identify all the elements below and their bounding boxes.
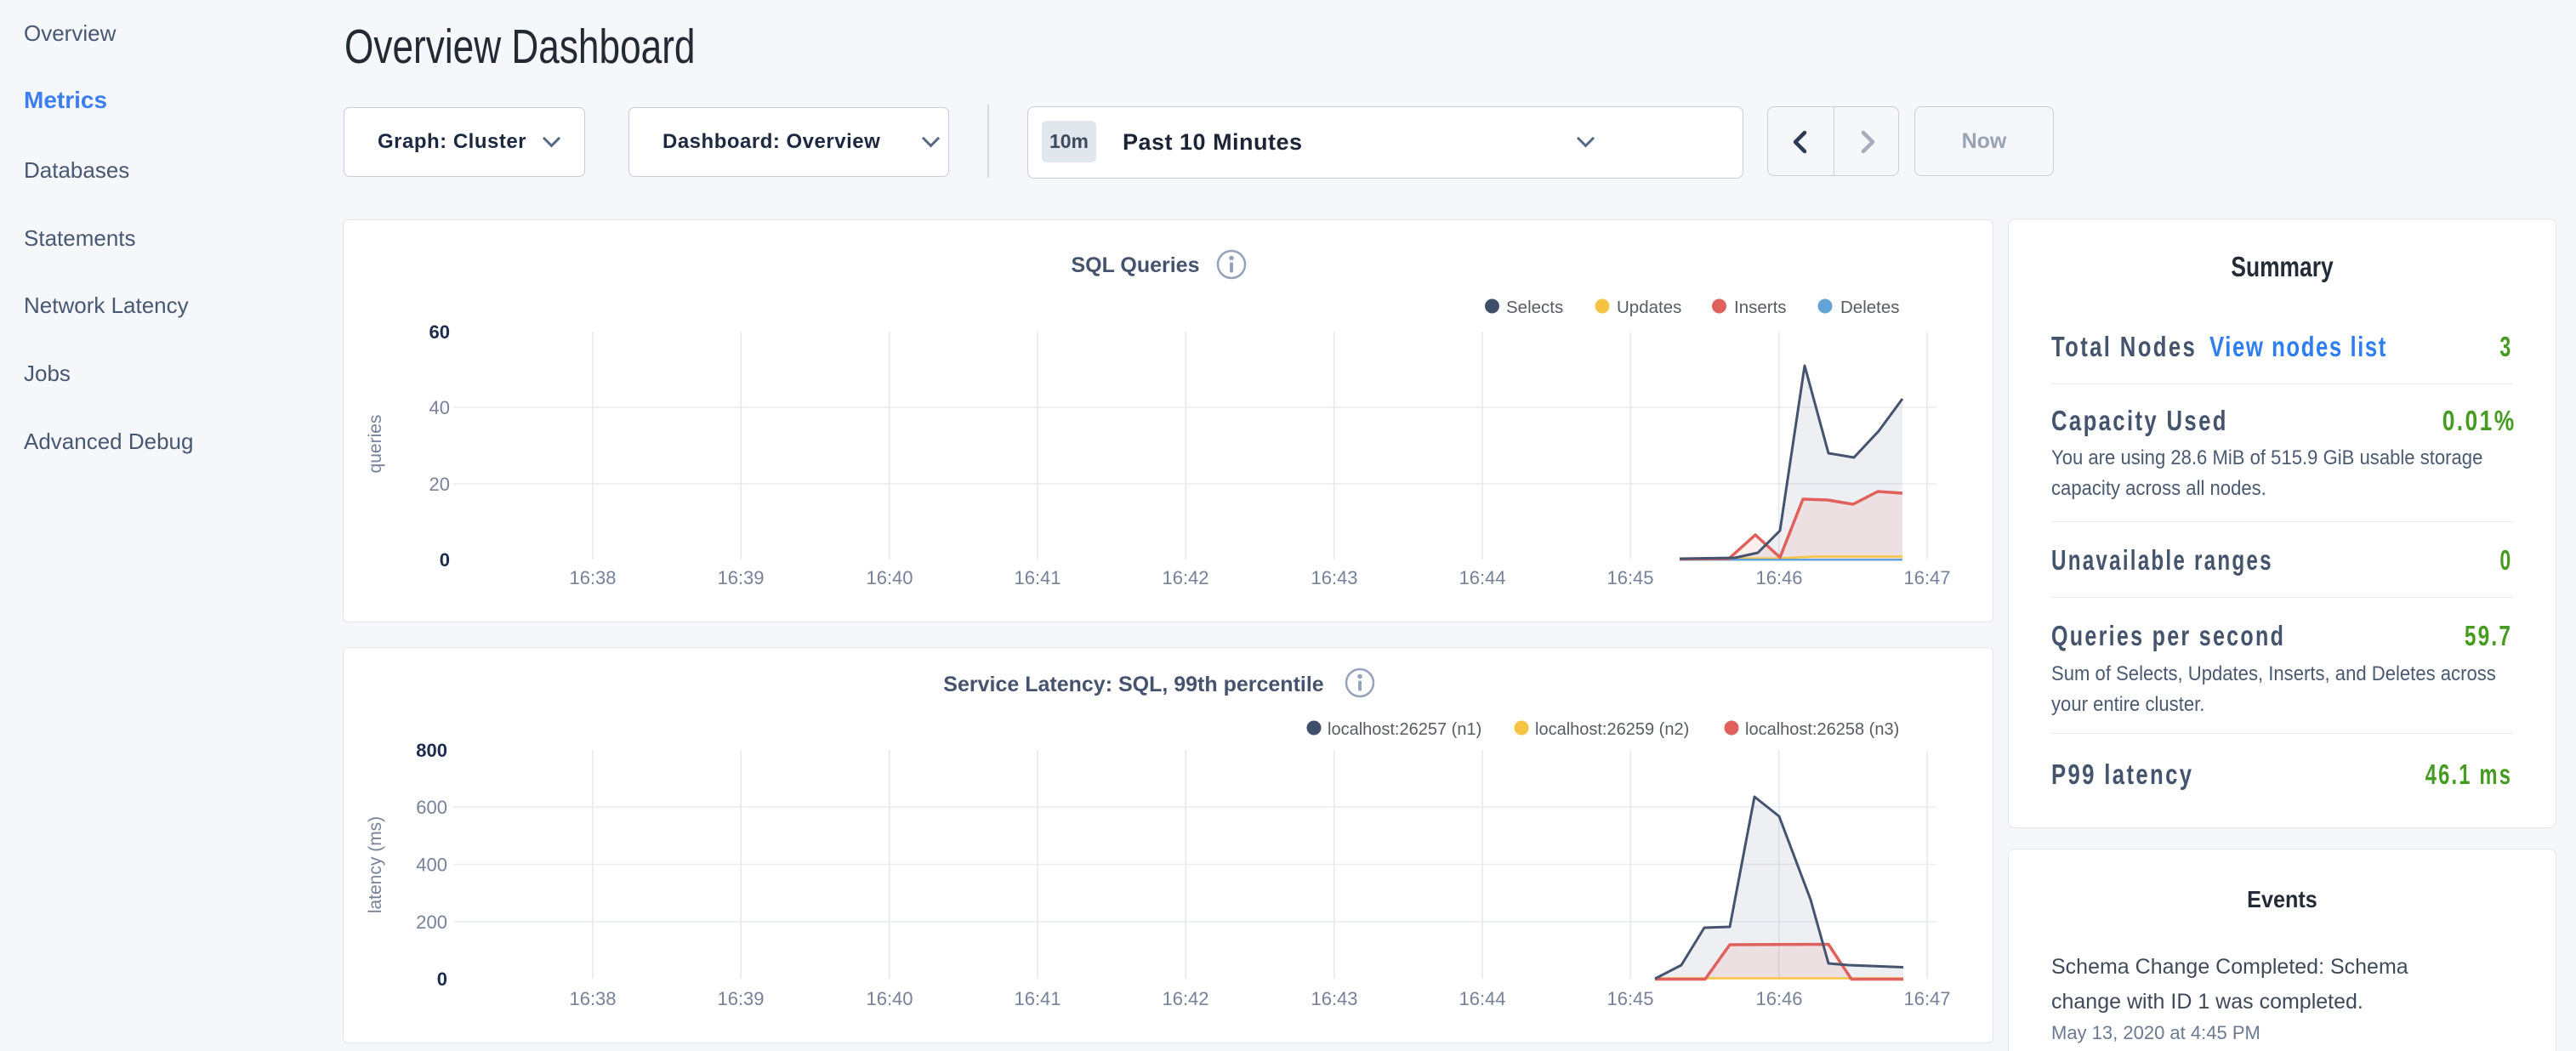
svg-text:16:43: 16:43 xyxy=(1311,567,1357,588)
svg-text:16:38: 16:38 xyxy=(569,988,616,1009)
svg-text:16:42: 16:42 xyxy=(1162,567,1208,588)
svg-text:16:43: 16:43 xyxy=(1311,988,1357,1009)
svg-text:queries: queries xyxy=(366,415,385,474)
svg-text:Selects: Selects xyxy=(1506,298,1563,317)
svg-text:16:40: 16:40 xyxy=(866,567,913,588)
svg-text:SQL Queries: SQL Queries xyxy=(1072,253,1200,277)
svg-text:0: 0 xyxy=(437,969,447,990)
svg-text:16:39: 16:39 xyxy=(717,988,764,1009)
svg-text:16:42: 16:42 xyxy=(1162,988,1208,1009)
svg-text:latency (ms): latency (ms) xyxy=(366,816,385,913)
svg-text:Inserts: Inserts xyxy=(1734,298,1787,317)
svg-text:16:45: 16:45 xyxy=(1606,567,1653,588)
svg-text:16:46: 16:46 xyxy=(1755,567,1802,588)
svg-text:16:40: 16:40 xyxy=(866,988,913,1009)
svg-text:16:41: 16:41 xyxy=(1014,988,1061,1009)
svg-text:16:47: 16:47 xyxy=(1903,567,1950,588)
svg-text:localhost:26259 (n2): localhost:26259 (n2) xyxy=(1535,720,1689,739)
svg-text:localhost:26257 (n1): localhost:26257 (n1) xyxy=(1328,720,1481,739)
svg-text:800: 800 xyxy=(416,740,447,761)
svg-text:Service Latency: SQL, 99th per: Service Latency: SQL, 99th percentile xyxy=(943,673,1323,696)
svg-text:localhost:26258 (n3): localhost:26258 (n3) xyxy=(1745,720,1899,739)
svg-text:16:38: 16:38 xyxy=(569,567,616,588)
svg-text:40: 40 xyxy=(429,397,450,418)
svg-text:200: 200 xyxy=(416,912,447,933)
svg-text:Deletes: Deletes xyxy=(1840,298,1900,317)
svg-text:16:44: 16:44 xyxy=(1459,988,1505,1009)
svg-text:20: 20 xyxy=(429,474,450,495)
svg-text:16:41: 16:41 xyxy=(1014,567,1061,588)
svg-text:Updates: Updates xyxy=(1617,298,1681,317)
svg-text:16:44: 16:44 xyxy=(1459,567,1505,588)
svg-text:400: 400 xyxy=(416,855,447,876)
svg-text:60: 60 xyxy=(429,321,450,343)
svg-text:16:46: 16:46 xyxy=(1755,988,1802,1009)
svg-text:16:39: 16:39 xyxy=(717,567,764,588)
svg-text:600: 600 xyxy=(416,797,447,818)
svg-text:16:45: 16:45 xyxy=(1606,988,1653,1009)
svg-text:16:47: 16:47 xyxy=(1903,988,1950,1009)
svg-text:0: 0 xyxy=(440,549,450,571)
